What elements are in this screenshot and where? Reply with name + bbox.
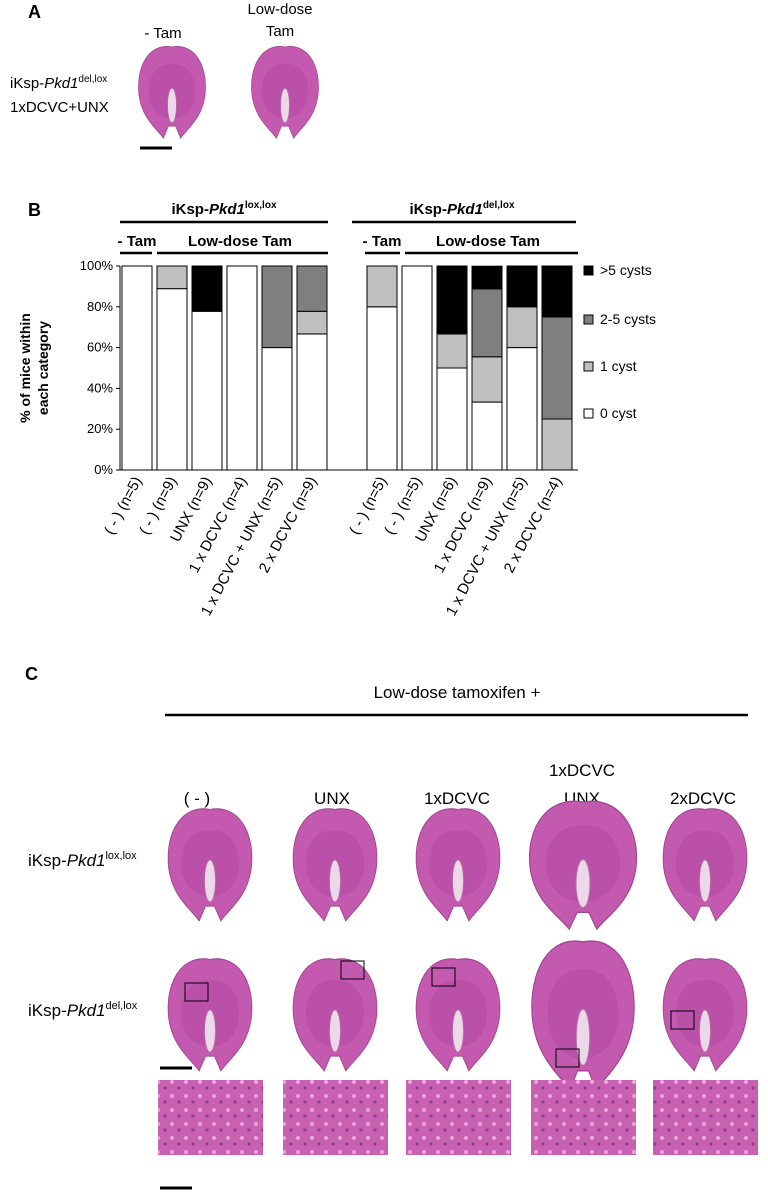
bar-segment xyxy=(471,288,503,358)
bar-segment xyxy=(156,288,188,471)
kidney-image xyxy=(531,940,635,1092)
panel-title: Low-dose tamoxifen + xyxy=(374,683,541,702)
magnified-image xyxy=(158,1080,263,1155)
legend-swatch xyxy=(583,314,594,325)
column-label: Low-dose xyxy=(247,1,312,18)
kidney-image xyxy=(251,46,319,139)
magnified-image xyxy=(283,1080,388,1155)
group-allele: lox,lox xyxy=(245,200,277,211)
legend-swatch xyxy=(583,265,594,276)
bar-segment xyxy=(506,347,538,471)
column-label: Tam xyxy=(266,23,294,40)
legend-label: >5 cysts xyxy=(600,262,652,278)
kidney-image xyxy=(167,958,253,1072)
legend-label: 2-5 cysts xyxy=(600,311,656,327)
group-label: iKsp-Pkd1lox,lox xyxy=(171,200,276,218)
y-tick-label: 20% xyxy=(87,421,113,436)
y-axis-label: each category xyxy=(35,321,51,415)
row-label: iKsp-Pkd1del,lox xyxy=(10,74,107,92)
bar-segment xyxy=(436,265,468,335)
magnified-image xyxy=(653,1080,758,1155)
kidney-image xyxy=(662,958,748,1072)
zoom-box xyxy=(431,967,456,987)
chart: iKsp-Pkd1lox,lox- Tam Low-dose TamiKsp-Pk… xyxy=(17,200,656,619)
y-tick-label: 40% xyxy=(87,380,113,395)
y-axis-label: % of mice within xyxy=(17,313,33,423)
bar-segment xyxy=(541,316,573,420)
bar-segment xyxy=(366,265,398,308)
panel-letter: B xyxy=(28,200,41,220)
column-label: - Tam xyxy=(144,25,181,42)
row-label: iKsp-Pkd1del,lox xyxy=(28,1000,138,1020)
zoom-box xyxy=(555,1048,580,1068)
subgroup-label: - Tam xyxy=(118,233,157,250)
row-label: iKsp-Pkd1lox,lox xyxy=(28,850,137,870)
bar-segment xyxy=(436,333,468,369)
legend-label: 1 cyst xyxy=(600,358,637,374)
bar-segment xyxy=(541,265,573,318)
row-label: 1xDCVC+UNX xyxy=(10,99,109,116)
bar-segment xyxy=(226,265,258,471)
bar-segment xyxy=(436,367,468,471)
kidney-images xyxy=(158,800,758,1155)
subgroup-label: Low-dose Tam xyxy=(188,233,292,250)
column-label: 1xDCVC xyxy=(549,761,615,780)
kidney-image xyxy=(167,808,253,922)
y-tick-label: 100% xyxy=(80,258,114,273)
bar-segment xyxy=(401,265,433,471)
bar-segment xyxy=(506,306,538,349)
legend-label: 0 cyst xyxy=(600,405,637,421)
zoom-box xyxy=(670,1010,695,1030)
bar-segment xyxy=(296,333,328,471)
y-tick-label: 0% xyxy=(94,462,113,477)
bar-segment xyxy=(261,347,293,471)
bar-segment xyxy=(261,265,293,349)
group-prefix: iKsp- xyxy=(409,201,447,218)
group-allele: del,lox xyxy=(483,200,515,211)
zoom-box xyxy=(184,982,209,1002)
y-tick-label: 80% xyxy=(87,299,113,314)
kidney-image xyxy=(138,46,206,139)
group-prefix: iKsp- xyxy=(171,201,209,218)
kidney-image xyxy=(662,808,748,922)
group-gene: Pkd1 xyxy=(209,201,245,218)
group-gene: Pkd1 xyxy=(447,201,483,218)
bar-segment xyxy=(156,265,188,290)
bar-segment xyxy=(471,265,503,290)
kidney-image xyxy=(415,808,501,922)
bar-segment xyxy=(191,265,223,312)
bar-segment xyxy=(506,265,538,308)
group-label: iKsp-Pkd1del,lox xyxy=(409,200,514,218)
bar-segment xyxy=(366,306,398,471)
legend-swatch xyxy=(583,361,594,372)
bar-segment xyxy=(471,356,503,403)
kidney-image xyxy=(415,958,501,1072)
bar-segment xyxy=(296,265,328,312)
column-label: UNX xyxy=(314,789,350,808)
kidney-image xyxy=(528,800,638,930)
bar-segment xyxy=(121,265,153,471)
bar-segment xyxy=(191,310,223,471)
bar-segment xyxy=(296,310,328,335)
magnified-image xyxy=(406,1080,511,1155)
kidney-image xyxy=(292,808,378,922)
bar-segment xyxy=(541,418,573,471)
y-tick-label: 60% xyxy=(87,340,113,355)
zoom-box xyxy=(340,960,365,980)
legend-swatch xyxy=(583,408,594,419)
panel-letter: C xyxy=(25,664,38,684)
column-label: 2xDCVC xyxy=(670,789,736,808)
subgroup-label: Low-dose Tam xyxy=(436,233,540,250)
panel-letter: A xyxy=(28,2,41,22)
column-label: ( - ) xyxy=(184,789,210,808)
bar-segment xyxy=(471,401,503,471)
column-label: 1xDCVC xyxy=(424,789,490,808)
magnified-image xyxy=(531,1080,636,1155)
subgroup-label: - Tam xyxy=(363,233,402,250)
